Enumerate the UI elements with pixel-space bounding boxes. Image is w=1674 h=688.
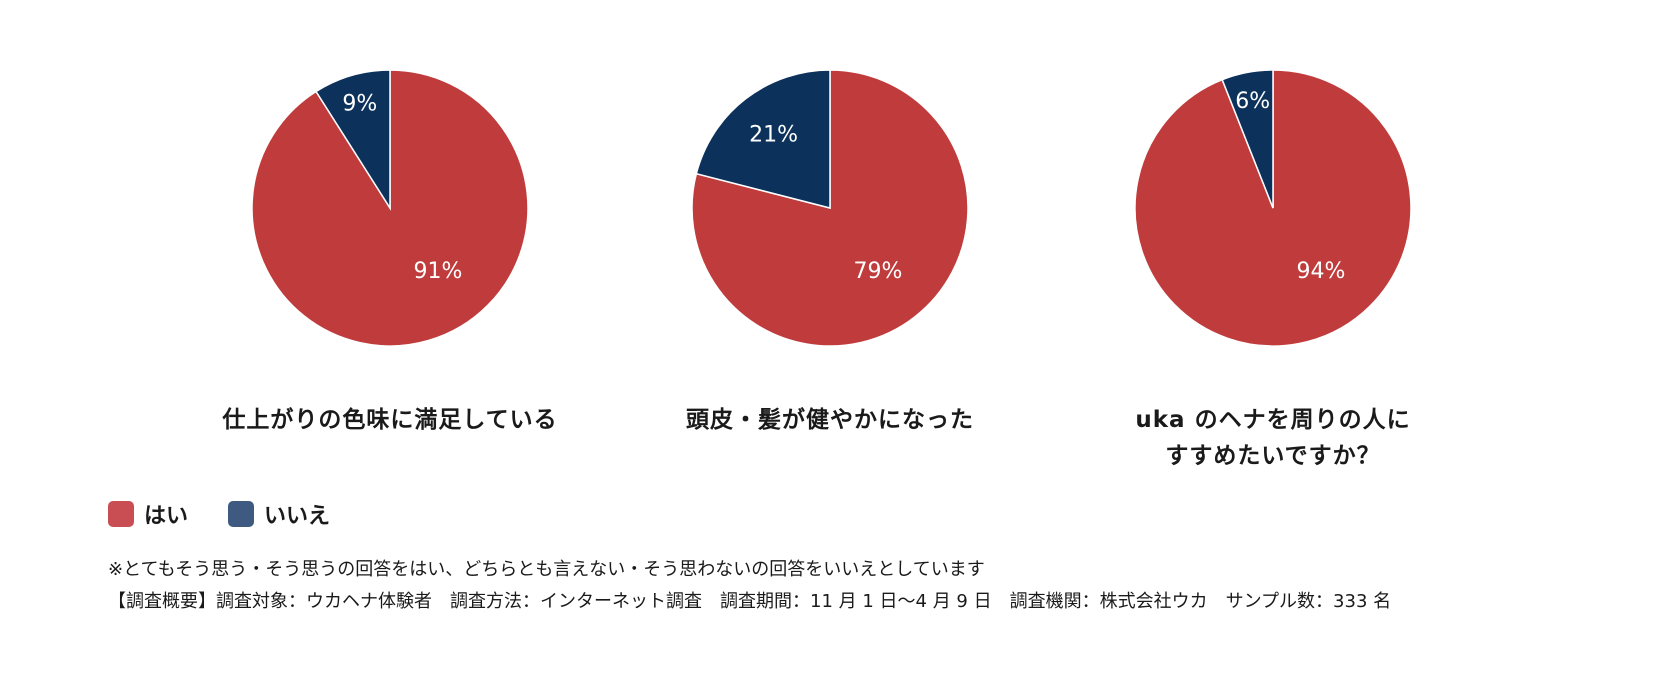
pie-2-label-no: 21% bbox=[749, 122, 798, 147]
pie-chart-1: 91% 9% 仕上がりの色味に満足している bbox=[180, 0, 600, 470]
legend: はい いいえ bbox=[108, 498, 330, 530]
pie-chart-3: 94% 6% uka のヘナを周りの人に すすめたいですか？ bbox=[1063, 0, 1483, 470]
pie-1-label-yes: 91% bbox=[414, 259, 463, 284]
pie-3-label-yes: 94% bbox=[1297, 259, 1346, 284]
pie-title-3: uka のヘナを周りの人に すすめたいですか？ bbox=[1135, 407, 1411, 469]
pie-2-slice-no bbox=[695, 69, 831, 209]
pie-1-label-no: 9% bbox=[342, 91, 377, 116]
legend-label-yes: はい bbox=[144, 504, 189, 529]
pie-svg-3: 94% 6% bbox=[1134, 69, 1412, 347]
footnote-survey-summary: 【調査概要】調査対象：ウカヘナ体験者 調査方法：インターネット調査 調査期間：1… bbox=[108, 591, 1392, 612]
legend-swatch-yes bbox=[108, 501, 134, 527]
pie-2-label-yes: 79% bbox=[854, 259, 903, 284]
pie-1-slice-no bbox=[315, 69, 391, 211]
legend-item-no: いいえ bbox=[228, 498, 330, 530]
legend-label-no: いいえ bbox=[264, 504, 331, 529]
legend-swatch-no bbox=[228, 501, 255, 527]
legend-item-yes: はい bbox=[108, 498, 188, 530]
pie-3-slice-no bbox=[1221, 69, 1274, 209]
pie-1-slice-yes bbox=[251, 69, 529, 347]
pie-chart-2: 79% 21% 頭皮・髪が健やかになった bbox=[620, 0, 1040, 470]
pie-title-1: 仕上がりの色味に満足している bbox=[222, 407, 558, 433]
pie-title-2: 頭皮・髪が健やかになった bbox=[686, 407, 974, 433]
pie-svg-1: 91% 9% bbox=[251, 69, 529, 347]
pie-svg-2: 79% 21% bbox=[691, 69, 969, 347]
pie-3-label-no: 6% bbox=[1235, 89, 1270, 114]
footnote-definition: ※とてもそう思う・そう思うの回答をはい、どちらとも言えない・そう思わないの回答を… bbox=[108, 559, 985, 580]
